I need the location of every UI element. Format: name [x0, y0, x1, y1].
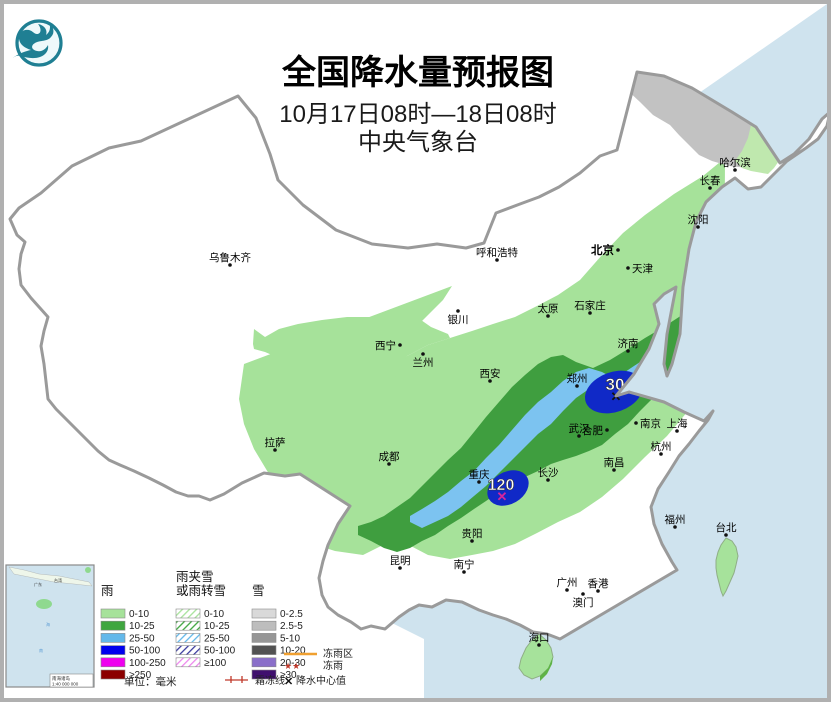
svg-text:0-2.5: 0-2.5 [280, 609, 303, 620]
svg-text:1:40 000 000: 1:40 000 000 [52, 682, 79, 687]
svg-text:10月17日08时—18日08时: 10月17日08时—18日08时 [279, 101, 556, 128]
svg-text:重庆: 重庆 [469, 468, 490, 481]
svg-text:南宁: 南宁 [454, 558, 475, 571]
svg-text:冻雨: 冻雨 [323, 659, 343, 672]
svg-text:杭州: 杭州 [651, 440, 672, 453]
svg-text:冻雨区: 冻雨区 [323, 647, 353, 660]
svg-text:长沙: 长沙 [538, 467, 559, 479]
svg-text:0-10: 0-10 [129, 609, 149, 620]
svg-text:澳门: 澳门 [573, 596, 594, 609]
svg-text:2.5-5: 2.5-5 [280, 621, 303, 632]
svg-text:拉萨: 拉萨 [265, 436, 286, 449]
svg-text:中央气象台: 中央气象台 [358, 129, 478, 156]
svg-text:0-10: 0-10 [204, 609, 224, 620]
svg-text:✕: ✕ [284, 676, 293, 688]
svg-text:北京: 北京 [591, 243, 614, 257]
svg-text:降水中心值: 降水中心值 [296, 674, 346, 687]
svg-text:广州: 广州 [557, 577, 578, 589]
svg-text:5-10: 5-10 [280, 633, 300, 644]
svg-text:雨: 雨 [101, 584, 114, 598]
svg-text:单位：毫米: 单位：毫米 [124, 675, 177, 688]
svg-text:10-25: 10-25 [129, 621, 155, 632]
svg-text:西宁: 西宁 [375, 339, 396, 352]
svg-text:海: 海 [46, 621, 50, 627]
svg-text:长春: 长春 [700, 175, 721, 187]
svg-text:✕: ✕ [497, 489, 508, 504]
svg-text:台湾: 台湾 [54, 577, 62, 583]
svg-text:南昌: 南昌 [604, 456, 625, 469]
svg-text:沈阳: 沈阳 [688, 213, 709, 226]
svg-text:太原: 太原 [538, 302, 559, 315]
svg-text:50-100: 50-100 [129, 646, 161, 657]
svg-text:兰州: 兰州 [413, 356, 434, 369]
svg-text:50-100: 50-100 [204, 646, 236, 657]
svg-text:100-250: 100-250 [129, 658, 166, 669]
svg-text:成都: 成都 [379, 451, 400, 463]
svg-text:福州: 福州 [665, 513, 686, 526]
svg-text:济南: 济南 [618, 337, 639, 350]
svg-text:贵阳: 贵阳 [462, 527, 483, 540]
svg-text:10-25: 10-25 [204, 621, 230, 632]
svg-text:石家庄: 石家庄 [574, 299, 606, 312]
svg-text:上海: 上海 [667, 417, 688, 430]
svg-text:25-50: 25-50 [129, 633, 155, 644]
svg-text:南: 南 [39, 647, 43, 653]
svg-text:台北: 台北 [716, 521, 737, 534]
svg-text:西安: 西安 [480, 367, 501, 380]
svg-text:昆明: 昆明 [390, 555, 411, 567]
svg-text:哈尔滨: 哈尔滨 [719, 156, 751, 169]
svg-text:郑州: 郑州 [567, 372, 588, 385]
svg-text:全国降水量预报图: 全国降水量预报图 [281, 53, 554, 92]
svg-text:25-50: 25-50 [204, 633, 230, 644]
svg-text:香港: 香港 [588, 578, 609, 590]
svg-text:≥100: ≥100 [204, 658, 227, 669]
svg-text:合肥: 合肥 [582, 424, 603, 437]
svg-text:雨夹雪: 雨夹雪 [176, 570, 214, 584]
svg-text:海口: 海口 [529, 631, 550, 644]
svg-text:南京: 南京 [640, 417, 661, 430]
svg-text:或雨转雪: 或雨转雪 [176, 583, 226, 598]
svg-text:霜冻线: 霜冻线 [255, 674, 285, 687]
svg-text:广东: 广东 [34, 581, 42, 587]
svg-text:天津: 天津 [632, 263, 653, 275]
svg-text:银川: 银川 [448, 313, 469, 326]
svg-text:★★: ★★ [284, 661, 300, 671]
svg-text:呼和浩特: 呼和浩特 [476, 247, 518, 259]
svg-text:乌鲁木齐: 乌鲁木齐 [209, 251, 251, 264]
svg-text:雪: 雪 [252, 584, 265, 598]
